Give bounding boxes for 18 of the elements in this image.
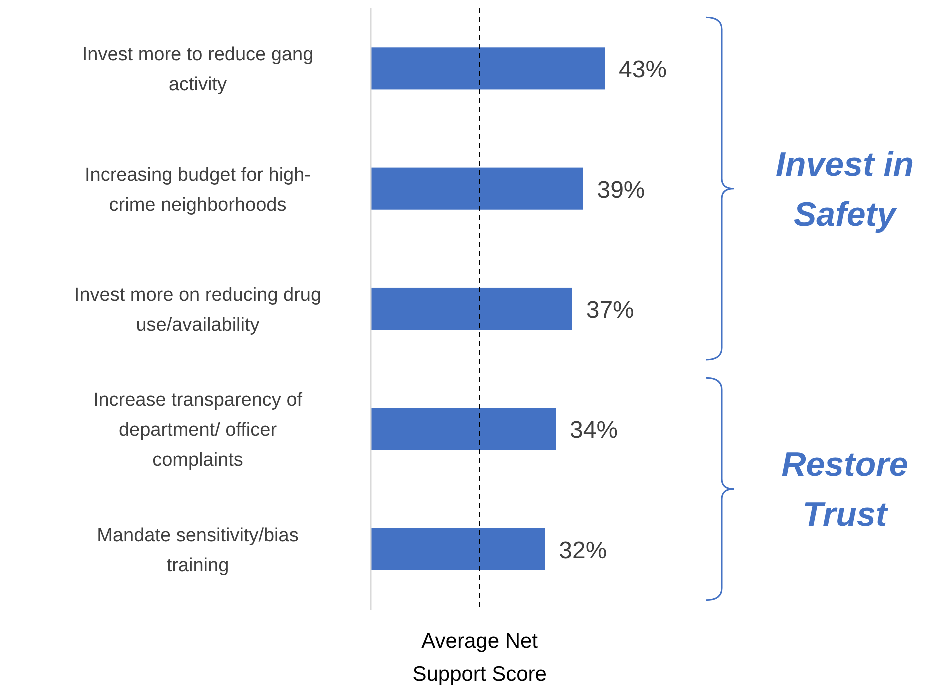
text: Invest in Safety xyxy=(776,146,914,234)
bar xyxy=(371,168,584,210)
ref-line-label: Average Net Support Score xyxy=(412,630,547,686)
data-label: 39% xyxy=(597,176,646,204)
y-tick-label: Mandate sensitivity/bias training xyxy=(97,525,299,576)
text: Restore Trust xyxy=(782,446,908,534)
bar xyxy=(371,48,605,90)
y-tick-label: Increase transparency of department/ officer complaints xyxy=(93,390,304,472)
bar xyxy=(371,408,556,450)
y-tick-label: Increasing budget for high-crime neighborhoods xyxy=(84,164,312,216)
bar xyxy=(371,528,546,570)
data-label: 34% xyxy=(570,417,618,444)
bar xyxy=(371,288,572,330)
data-label: 32% xyxy=(559,537,608,564)
data-label: 37% xyxy=(586,297,634,324)
y-tick-label: Invest more to reduce gang activity xyxy=(82,44,314,96)
y-tick-label: Invest more on reducing drug use/availability xyxy=(74,285,322,336)
data-label: 43% xyxy=(619,56,668,84)
